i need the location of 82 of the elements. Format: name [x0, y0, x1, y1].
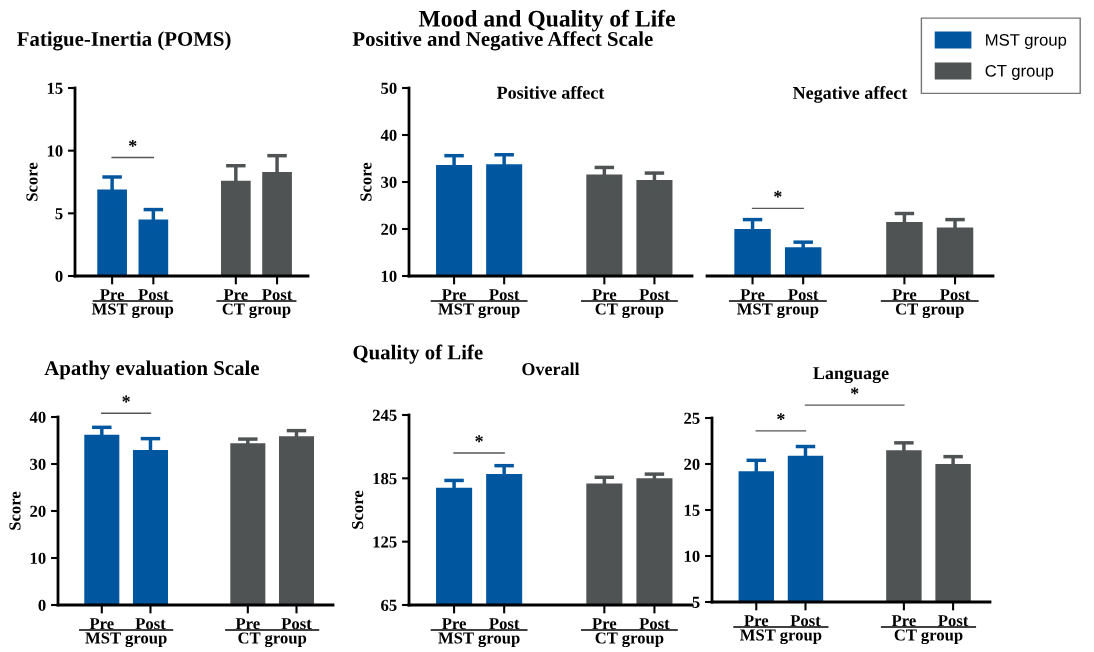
x-tick-label: Post [489, 289, 520, 301]
chart-subtitle: Negative affect [792, 86, 908, 103]
x-tick-label: Post [639, 289, 670, 301]
x-tick-label: Pre [89, 618, 114, 630]
y-tick-label: 10 [47, 145, 63, 157]
y-axis-title: Score [360, 162, 372, 201]
x-tick-label: Pre [442, 289, 466, 301]
series-label: MST group [85, 632, 167, 648]
x-tick-label: Pre [592, 289, 617, 301]
chart-title: Quality of Life [353, 344, 483, 364]
y-tick-label: 30 [381, 176, 397, 188]
legend-label: MST group [986, 33, 1067, 50]
x-tick-label: Post [281, 618, 312, 630]
x-tick-label: Post [788, 289, 819, 301]
y-tick-label: 245 [372, 409, 397, 421]
y-tick-label: 15 [47, 82, 63, 94]
x-tick-label: Post [138, 289, 169, 301]
y-tick-label: 20 [30, 505, 46, 517]
chart-subtitle: Language [813, 367, 889, 384]
text: MST group [737, 303, 819, 319]
x-tick-label: Pre [442, 618, 466, 630]
series-label: MST group [91, 303, 174, 319]
x-tick-label: Pre [223, 289, 248, 301]
chart-title: Positive and Negative Affect Scale [352, 31, 653, 51]
y-axis-title: Score [9, 491, 21, 530]
series-label: CT group [595, 632, 664, 648]
y-tick-label: 10 [684, 550, 700, 562]
annotation: * [777, 413, 785, 421]
text: CT group [895, 303, 964, 319]
chart-title: Fatigue-Inertia (POMS) [17, 31, 231, 51]
y-axis-title: Score [352, 490, 364, 529]
text: * [850, 387, 859, 395]
y-axis-title: Score [26, 162, 38, 201]
x-tick-label: Pre [235, 618, 260, 630]
y-tick-label: 30 [30, 458, 46, 470]
y-tick-label: 40 [380, 129, 397, 141]
x-tick-label: Pre [744, 615, 769, 627]
annotation: * [774, 190, 782, 198]
series-label: MST group [740, 629, 822, 645]
y-tick-label: 15 [684, 504, 700, 516]
series-label: CT group [222, 303, 291, 319]
legend-label: CT group [985, 64, 1054, 81]
y-tick-label: 10 [381, 270, 397, 282]
series-label: CT group [595, 303, 664, 319]
x-tick-label: Post [938, 615, 969, 627]
x-tick-label: Post [489, 618, 520, 630]
chart-subtitle: Overall [522, 362, 580, 376]
y-tick-label: 20 [381, 223, 397, 235]
x-tick-label: Pre [892, 289, 917, 301]
text: Mood and Quality of Life [418, 9, 675, 32]
text: * [122, 395, 130, 403]
y-tick-label: 50 [381, 82, 397, 94]
x-tick-label: Pre [592, 618, 617, 630]
bar [278, 436, 315, 605]
y-tick-label: 25 [684, 412, 700, 424]
y-tick-label: 125 [373, 536, 397, 548]
x-tick-label: Pre [100, 289, 125, 301]
y-tick-label: 10 [30, 552, 46, 564]
y-tick-label: 185 [373, 473, 397, 485]
series-label: CT group [894, 629, 963, 645]
x-tick-label: Post [135, 618, 166, 630]
series-label: CT group [238, 632, 307, 648]
annotation: * [128, 139, 137, 147]
x-tick-label: Pre [740, 289, 765, 301]
series-label: MST group [438, 632, 520, 648]
x-tick-label: Pre [891, 615, 916, 627]
y-tick-label: 0 [55, 270, 63, 282]
chart-subtitle: Positive affect [496, 85, 605, 99]
y-tick-label: 5 [55, 208, 63, 220]
y-tick-label: 5 [692, 596, 700, 608]
annotation: * [475, 435, 483, 443]
chart-title: Apathy evaluation Scale [44, 360, 259, 380]
bar [230, 443, 266, 605]
x-tick-label: Post [940, 289, 971, 301]
x-tick-label: Post [639, 618, 670, 630]
x-tick-label: Post [262, 289, 293, 301]
y-tick-label: 40 [29, 411, 46, 423]
x-tick-label: Post [790, 615, 821, 627]
y-tick-label: 65 [381, 599, 397, 611]
y-tick-label: 20 [684, 458, 700, 470]
y-tick-label: 0 [38, 599, 46, 611]
series-label: MST group [438, 303, 520, 319]
